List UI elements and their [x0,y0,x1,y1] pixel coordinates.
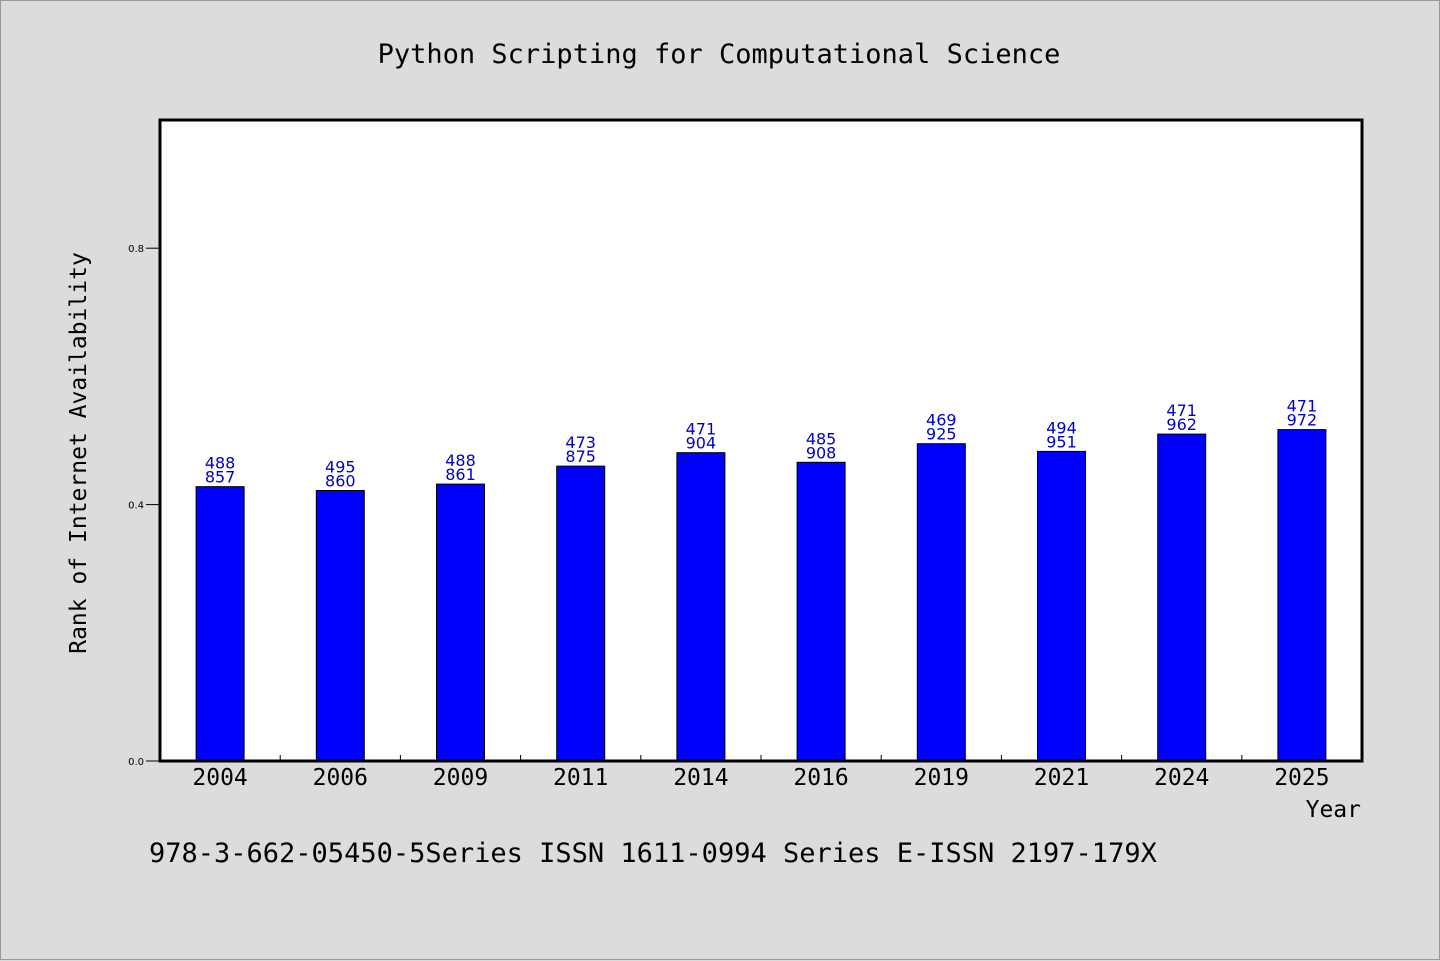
data-label-2004-bottom: 857 [205,468,236,487]
bar-2006 [315,489,365,762]
data-label-2025-bottom: 972 [1287,411,1318,430]
data-label-2004-top: 488 [205,454,236,473]
y-tick-label: 0.4 [128,501,144,512]
bar-2025 [1277,429,1327,762]
x-axis: 2004 2006 2009 2011 2014 2016 2019 2021 2024 2025 [192,755,1330,791]
x-tick-label-2006: 2006 [313,765,368,791]
data-label-2014-top: 471 [686,420,717,439]
chart-title: Python Scripting for Computational Scien… [378,39,1061,70]
data-label-2011-bottom: 875 [565,447,596,466]
bar-2009 [436,483,485,762]
bar-2021 [1037,450,1086,762]
bar-2014 [676,452,726,762]
plot-border [158,118,1364,763]
bars-layer [195,429,1327,762]
y-axis-title: Rank of Internet Availability [66,252,92,654]
data-label-2024-bottom: 962 [1166,415,1197,434]
data-label-2021-bottom: 951 [1046,432,1077,451]
bar-2016 [796,461,846,762]
x-tick-label-2021: 2021 [1034,765,1089,791]
x-tick-label-2009: 2009 [433,765,488,791]
data-label-2024-top: 471 [1166,401,1197,420]
y-tick-label: 0.8 [128,244,144,255]
x-tick-label-2024: 2024 [1154,765,1209,791]
bar-2024 [1157,433,1207,762]
x-tick-label-2011: 2011 [553,765,608,791]
x-tick-label-2004: 2004 [192,765,247,791]
data-label-2006-bottom: 860 [325,471,356,490]
bar-2011 [556,465,606,762]
data-label-2019-bottom: 925 [926,425,957,444]
data-label-2006-top: 495 [325,457,356,476]
data-label-2014-bottom: 904 [686,434,717,453]
x-tick-label-2016: 2016 [793,765,848,791]
data-label-2009-bottom: 861 [445,465,476,484]
data-label-2016-bottom: 908 [806,443,837,462]
x-axis-title: Year [1306,797,1361,823]
data-label-2021-top: 494 [1046,418,1077,437]
x-tick-label-2014: 2014 [673,765,728,791]
bar-2019 [916,443,966,762]
x-tick-label-2019: 2019 [914,765,969,791]
x-tick-label-2025: 2025 [1274,765,1329,791]
y-axis: 0.0 0.4 0.8 [128,244,160,768]
y-tick-label: 0.0 [128,757,144,768]
data-label-2009-top: 488 [445,451,476,470]
data-label-2019-top: 469 [926,411,957,430]
data-label-2016-top: 485 [806,429,837,448]
footer-isbn-text: 978-3-662-05450-5Series ISSN 1611-0994 S… [149,838,1157,869]
data-label-2025-top: 471 [1287,397,1318,416]
data-label-2011-top: 473 [565,433,596,452]
bar-2004 [195,486,245,762]
